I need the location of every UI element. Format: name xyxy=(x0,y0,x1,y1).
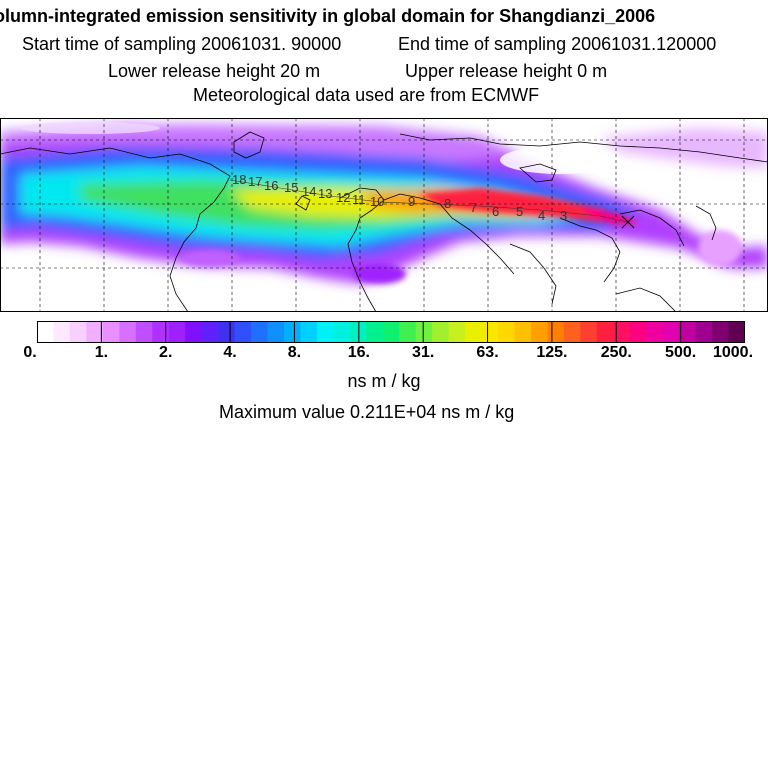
colorbar-tick-label: 125. xyxy=(536,344,568,361)
colorbar-swatch xyxy=(481,321,499,343)
trajectory-label: 12 xyxy=(336,190,350,205)
colorbar-tick-label: 63. xyxy=(476,344,499,361)
trajectory-label: 18 xyxy=(232,172,246,187)
colorbar-swatch xyxy=(399,321,417,343)
colorbar-swatch xyxy=(580,321,598,343)
colorbar-swatch xyxy=(300,321,318,343)
colorbar-swatch xyxy=(563,321,581,343)
colorbar-swatch xyxy=(728,321,745,343)
colorbar-tick-label: 1. xyxy=(94,344,109,361)
trajectory-label: 17 xyxy=(248,174,262,189)
colorbar-tick-label: 31. xyxy=(412,344,435,361)
colorbar-swatch xyxy=(530,321,548,343)
colorbar-swatch xyxy=(596,321,614,343)
colorbar-swatch xyxy=(432,321,450,343)
colorbar-swatch xyxy=(37,321,54,343)
sensitivity-map: 18 17 16 15 14 13 12 11 10 9 8 7 6 5 4 3 xyxy=(0,118,768,312)
trajectory-label: 7 xyxy=(470,200,477,215)
colorbar-swatch xyxy=(251,321,269,343)
colorbar-swatch xyxy=(267,321,285,343)
trajectory-label: 11 xyxy=(352,192,366,207)
colorbar-tick-label: 0. xyxy=(23,344,37,361)
colorbar-swatch xyxy=(613,321,631,343)
trajectory-label: 6 xyxy=(492,204,499,219)
trajectory-label: 10 xyxy=(370,194,384,209)
receptor-marker xyxy=(621,215,635,229)
colorbar-tick-label: 8. xyxy=(287,344,302,361)
trajectory-label: 8 xyxy=(444,196,451,211)
colorbar-swatch xyxy=(646,321,664,343)
trajectory-label: 4 xyxy=(538,208,545,223)
colorbar-swatch xyxy=(201,321,219,343)
colorbar-swatch xyxy=(333,321,351,343)
trajectory-path xyxy=(229,179,629,223)
colorbar-swatch xyxy=(679,321,697,343)
colorbar xyxy=(37,321,745,343)
colorbar-swatch xyxy=(152,321,170,343)
colorbar-swatch xyxy=(234,321,252,343)
colorbar-swatch xyxy=(102,321,120,343)
colorbar-swatch xyxy=(135,321,153,343)
colorbar-swatch xyxy=(168,321,186,343)
colorbar-swatch xyxy=(382,321,400,343)
lower-release-label: Lower release height 20 m xyxy=(108,61,321,81)
colorbar-swatch xyxy=(316,321,334,343)
colorbar-swatch xyxy=(514,321,532,343)
colorbar-swatch xyxy=(283,321,301,343)
colorbar-swatch xyxy=(185,321,203,343)
colorbar-tick-label: 1000. xyxy=(712,344,754,361)
colorbar-swatch xyxy=(415,321,433,343)
colorbar-swatch xyxy=(218,321,236,343)
trajectory-label: 13 xyxy=(318,186,332,201)
plot-title: olumn-integrated emission sensitivity in… xyxy=(0,6,656,26)
start-sampling-label: Start time of sampling 20061031. 90000 xyxy=(22,34,342,54)
trajectory-label: 9 xyxy=(408,194,415,209)
colorbar-tick-label: 250. xyxy=(600,344,632,361)
upper-release-label: Upper release height 0 m xyxy=(405,61,608,81)
met-data-label: Meteorological data used are from ECMWF xyxy=(193,85,540,105)
trajectory-label: 15 xyxy=(284,180,298,195)
colorbar-swatch xyxy=(695,321,713,343)
colorbar-swatch xyxy=(53,321,71,343)
maximum-value-label: Maximum value 0.211E+04 ns m / kg xyxy=(219,402,515,422)
colorbar-swatch xyxy=(69,321,87,343)
colorbar-swatch xyxy=(712,321,730,343)
coastlines xyxy=(0,131,768,312)
colorbar-swatch xyxy=(465,321,483,343)
sensitivity-field xyxy=(0,118,768,312)
colorbar-swatch xyxy=(547,321,565,343)
end-sampling-label: End time of sampling 20061031.120000 xyxy=(398,34,717,54)
trajectory-label: 14 xyxy=(302,184,316,199)
colorbar-swatch xyxy=(366,321,384,343)
colorbar-swatch xyxy=(498,321,515,343)
colorbar-tick-label: 2. xyxy=(159,344,173,361)
trajectory-label: 3 xyxy=(560,208,567,223)
colorbar-swatch xyxy=(448,321,466,343)
trajectory-label: 16 xyxy=(264,178,278,193)
colorbar-swatch xyxy=(629,321,647,343)
colorbar-swatch xyxy=(86,321,104,343)
colorbar-swatch xyxy=(119,321,137,343)
colorbar-tick-label: 16. xyxy=(347,344,370,361)
colorbar-swatch xyxy=(662,321,680,343)
colorbar-tick-label: 500. xyxy=(665,344,697,361)
colorbar-unit-label: ns m / kg xyxy=(347,371,421,391)
trajectory-label: 5 xyxy=(516,204,523,219)
graticule xyxy=(0,118,768,312)
colorbar-tick-label: 4. xyxy=(223,344,237,361)
colorbar-frame xyxy=(37,321,745,343)
